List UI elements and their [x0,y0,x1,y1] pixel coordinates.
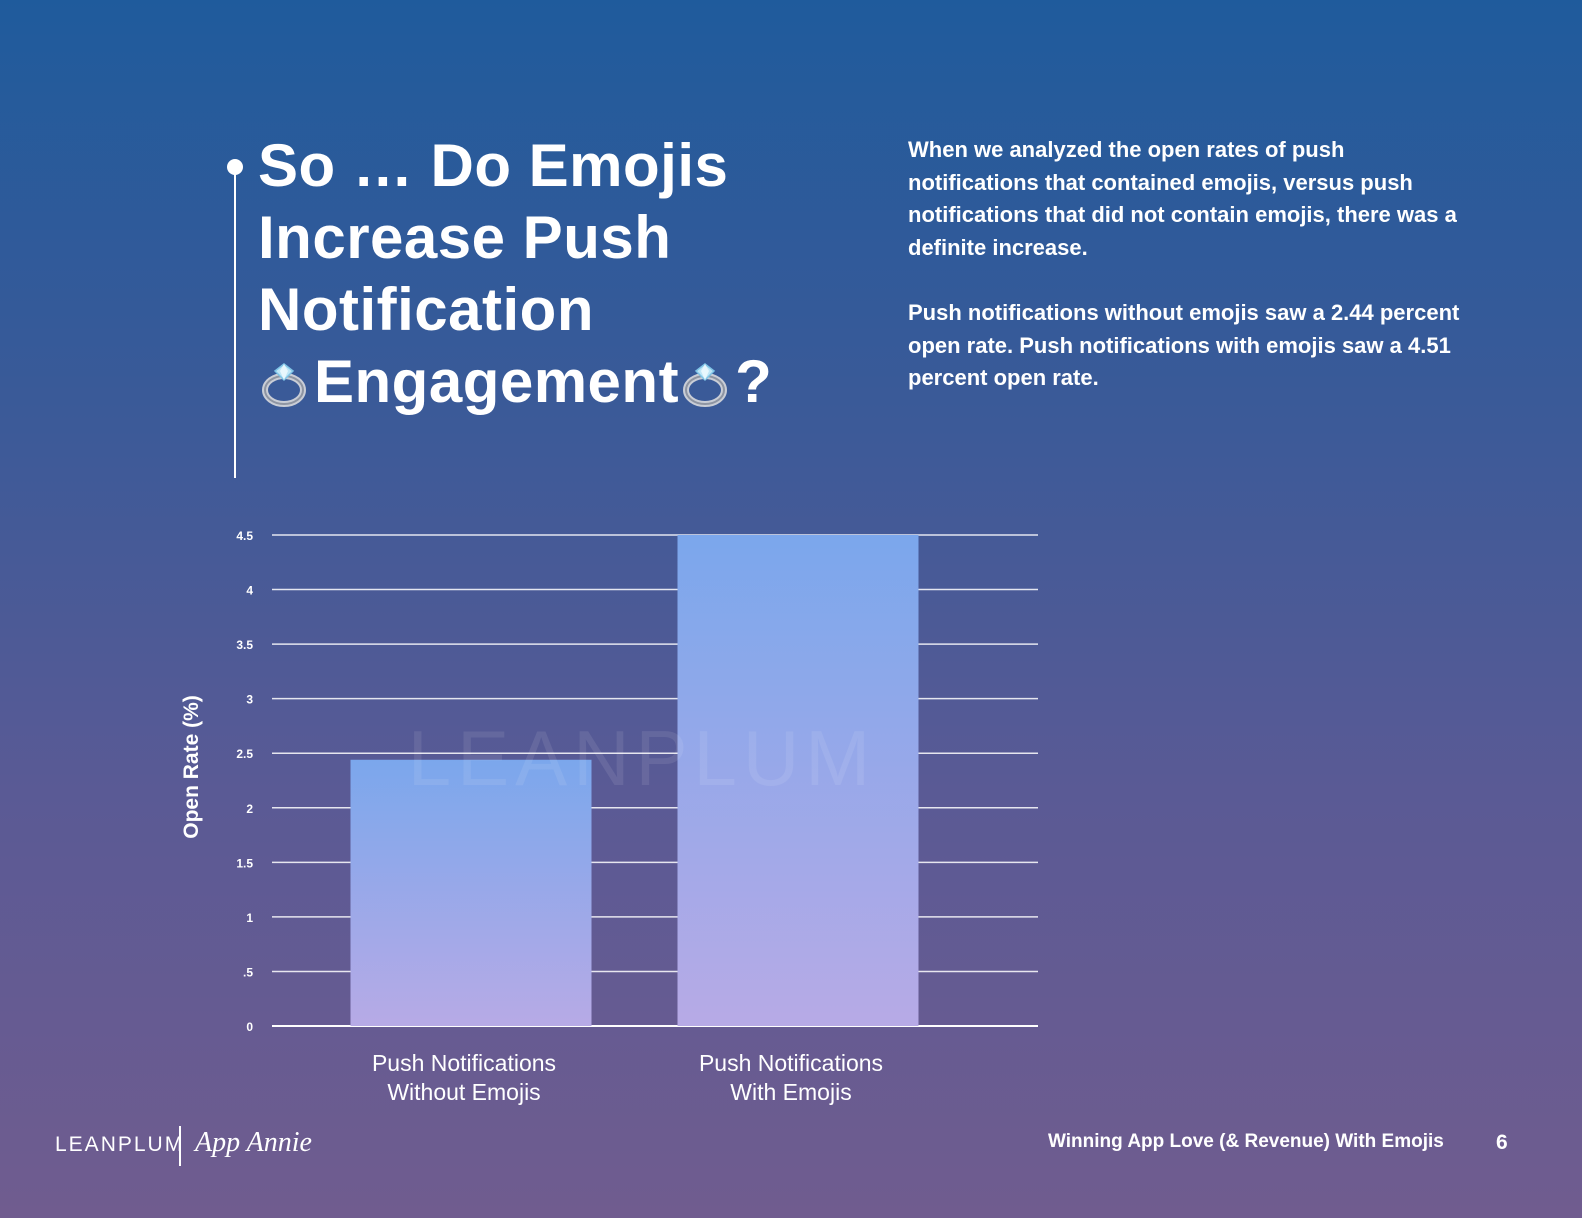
leanplum-logo: LEANPLUM [55,1133,185,1156]
title-bullet-dot [227,159,243,175]
intro-text: When we analyzed the open rates of push … [908,134,1468,428]
y-axis-title: Open Rate (%) [180,695,203,839]
title-question-mark: ? [735,348,773,415]
footer-logo-divider [179,1126,181,1166]
y-tick-label: .5 [243,965,253,979]
title-line-4-text: Engagement [314,348,680,415]
y-tick-label: 4 [246,584,253,598]
ring-emoji-icon [681,352,733,424]
y-tick-label: 2 [246,802,253,816]
bar-1 [350,759,592,1026]
title-line-1: So … Do Emojis [258,132,729,199]
title-line-3: Notification [258,276,594,343]
bar-2 [677,535,919,1026]
x-category-label: Push Notifications With Emojis [699,1050,883,1105]
x-category-label: Push Notifications Without Emojis [372,1050,556,1105]
title-line-2: Increase Push [258,204,672,271]
y-tick-label: 1.5 [236,856,253,870]
y-tick-label: 0 [246,1020,253,1034]
document-title: Winning App Love (& Revenue) With Emojis [1048,1131,1444,1152]
y-tick-label: 3.5 [236,638,253,652]
y-tick-label: 2.5 [236,747,253,761]
title-vertical-rule [234,168,236,478]
title-line-4: Engagement ? [258,346,818,424]
chart-watermark: LEANPLUM [408,714,876,802]
ring-emoji-icon [260,352,312,424]
intro-paragraph-2: Push notifications without emojis saw a … [908,300,1460,390]
y-tick-label: 3 [246,693,253,707]
page-number: 6 [1496,1131,1508,1154]
y-tick-label: 4.5 [236,529,253,543]
app-annie-logo: App Annie [195,1127,312,1158]
page-title: So … Do Emojis Increase Push Notificatio… [258,130,818,424]
y-tick-label: 1 [246,911,253,925]
intro-paragraph-1: When we analyzed the open rates of push … [908,137,1457,260]
